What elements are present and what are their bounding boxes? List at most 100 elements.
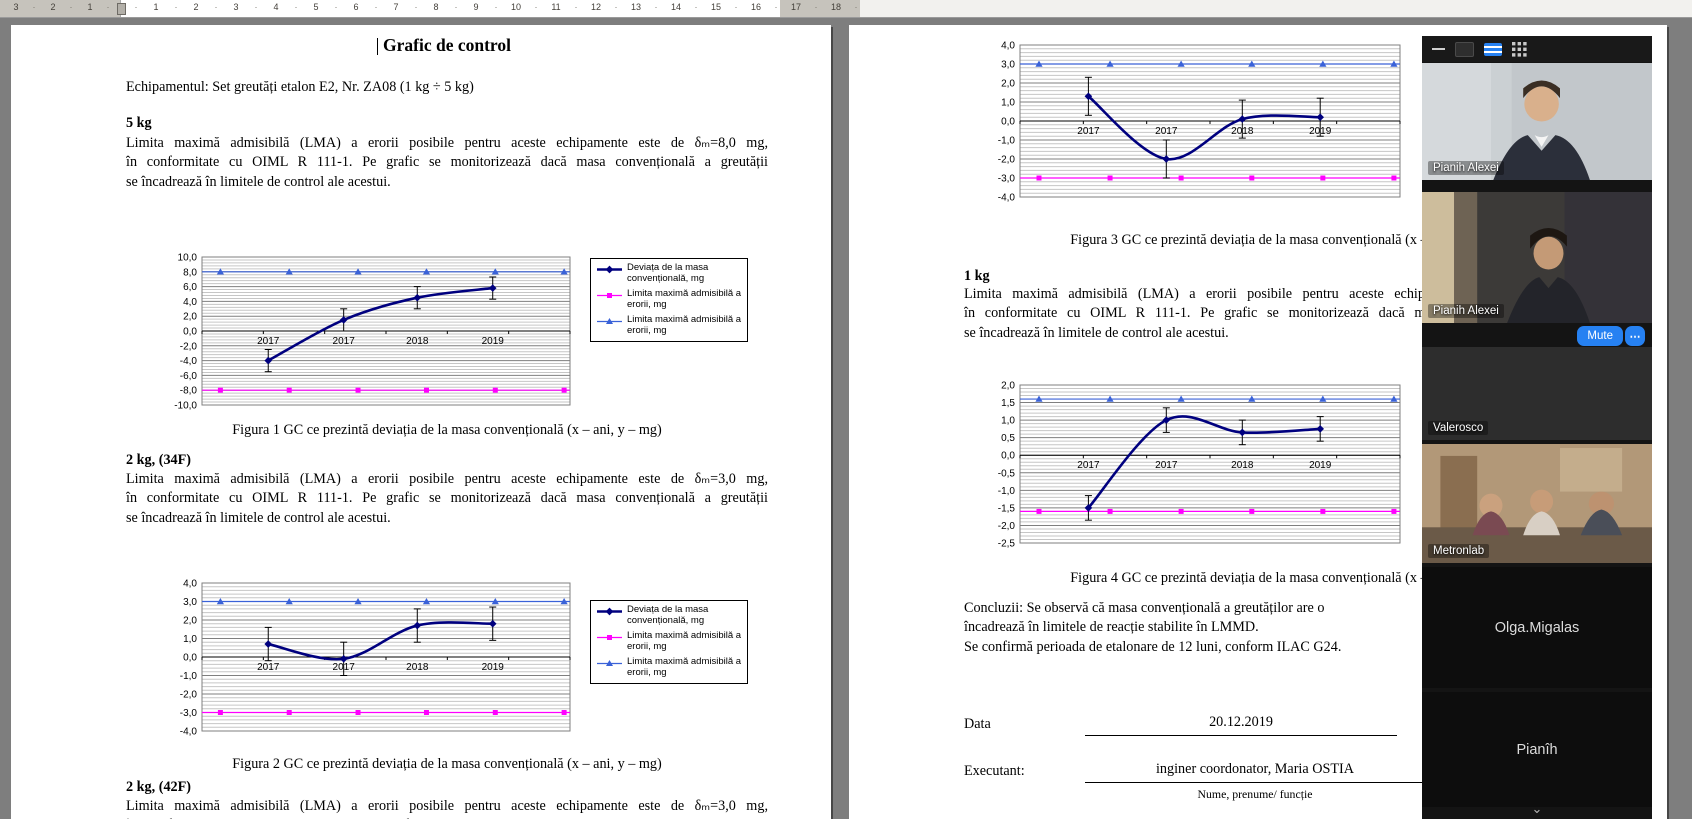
- figure-3-caption[interactable]: Figura 3 GC ce prezintă deviația de la m…: [1070, 232, 1500, 248]
- svg-text:-0,5: -0,5: [998, 468, 1016, 479]
- date-underline: 20.12.2019: [1085, 713, 1397, 736]
- executant-row[interactable]: Executant: inginer coordonator, Maria OS…: [964, 761, 1606, 786]
- svg-text:1,0: 1,0: [183, 634, 197, 645]
- svg-text:2018: 2018: [406, 662, 429, 673]
- svg-text:2,0: 2,0: [1001, 79, 1015, 90]
- svg-text:2017: 2017: [257, 336, 280, 347]
- minimize-icon[interactable]: [1432, 48, 1445, 50]
- svg-text:0,0: 0,0: [183, 327, 197, 338]
- zoom-video-panel: Pianih Alexei Pianih Alexei Mute ⋯ Valer…: [1422, 36, 1652, 819]
- figure-1-caption[interactable]: Figura 1 GC ce prezintă deviația de la m…: [232, 422, 662, 438]
- svg-text:1,5: 1,5: [1001, 398, 1015, 409]
- more-options-button[interactable]: ⋯: [1625, 326, 1645, 346]
- document-page-1[interactable]: Grafic de control Echipamentul: Set greu…: [11, 25, 831, 819]
- video-tile-participant-5[interactable]: Olga.Migalas: [1422, 567, 1652, 688]
- legend-symbol: [597, 634, 622, 640]
- ruler-tick: ·: [254, 2, 258, 12]
- gallery-view-icon[interactable]: [1484, 42, 1502, 56]
- ruler-tick: ·: [174, 2, 178, 12]
- legend-label: Deviața de la masa convențională, mg: [627, 262, 709, 284]
- paragraph-5kg[interactable]: Limita maximă admisibilă (LMA) a erorii …: [126, 135, 768, 190]
- svg-text:-1,0: -1,0: [998, 486, 1016, 497]
- legend-item: Limita maximă admisibilă a erorii, mg: [596, 629, 742, 653]
- control-chart-figure-4[interactable]: -2,5 -2,0 -1,5 -1,0 -0,5 0,0 0,5 1,0 1,5 2,0 2017 2…: [972, 377, 1406, 551]
- ruler-tick: ·: [814, 2, 818, 12]
- svg-text:6,0: 6,0: [183, 282, 197, 293]
- ruler-tick: ·: [654, 2, 658, 12]
- legend-symbol: [597, 317, 622, 324]
- ruler-number: 9: [473, 2, 479, 12]
- horizontal-ruler[interactable]: 3 · 2 · 1 · · 1 · 2 · 3 · 4 · 5 · 6 · 7 · 8 · 9 · 10 · 11 · 12 · 13 · 14 ·…: [0, 0, 1692, 18]
- equipment-line[interactable]: Echipamentul: Set greutăți etalon E2, Nr…: [126, 79, 474, 95]
- section-heading-5kg[interactable]: 5 kg: [126, 115, 152, 131]
- figure-2-caption[interactable]: Figura 2 GC ce prezintă deviația de la m…: [232, 756, 662, 772]
- participant-video-frame: [1422, 444, 1652, 563]
- ruler-number: 1: [153, 2, 159, 12]
- grid-view-icon[interactable]: [1512, 41, 1527, 57]
- svg-text:3,0: 3,0: [183, 597, 197, 608]
- video-tile-participant-3[interactable]: Valerosco: [1422, 347, 1652, 440]
- chart-legend[interactable]: Deviața de la masa convențională, mg Limi…: [590, 258, 748, 342]
- svg-text:0,5: 0,5: [1001, 433, 1015, 444]
- ruler-tick: ·: [334, 2, 338, 12]
- legend-symbol: [597, 659, 622, 666]
- indent-marker[interactable]: [117, 3, 126, 15]
- svg-text:2,0: 2,0: [183, 616, 197, 627]
- speaker-view-icon[interactable]: [1455, 41, 1474, 57]
- video-tile-participant-4[interactable]: Metronlab: [1422, 444, 1652, 563]
- participant-name: Pianih Alexei: [1428, 304, 1504, 318]
- section-heading-2kg34[interactable]: 2 kg, (34F): [126, 452, 192, 468]
- mute-button[interactable]: Mute: [1577, 326, 1623, 346]
- ruler-tick: ·: [414, 2, 418, 12]
- section-heading-1kg[interactable]: 1 kg: [964, 268, 990, 284]
- figure-4-caption[interactable]: Figura 4 GC ce prezintă deviația de la m…: [1070, 570, 1500, 586]
- svg-text:1,0: 1,0: [1001, 98, 1015, 109]
- ruler-number: 4: [273, 2, 279, 12]
- svg-text:3,0: 3,0: [1001, 60, 1015, 71]
- ruler-tick: ·: [614, 2, 618, 12]
- ruler-number: 8: [433, 2, 439, 12]
- svg-text:0,0: 0,0: [1001, 451, 1015, 462]
- ruler-tick: ·: [734, 2, 738, 12]
- paragraph-2kg34[interactable]: Limita maximă admisibilă (LMA) a erorii …: [126, 471, 768, 526]
- ruler-number: 2: [193, 2, 199, 12]
- legend-label: Limita maximă admisibilă a erorii, mg: [627, 629, 742, 652]
- svg-text:-4,0: -4,0: [180, 727, 198, 738]
- svg-text:2017: 2017: [1155, 460, 1178, 471]
- ruler-number: 3: [233, 2, 239, 12]
- svg-text:0,0: 0,0: [183, 653, 197, 664]
- section-heading-2kg42[interactable]: 2 kg, (42F): [126, 779, 192, 795]
- executant-caption: Nume, prenume/ funcție: [1197, 787, 1313, 801]
- date-row[interactable]: Data 20.12.2019: [964, 713, 1606, 739]
- svg-text:-2,0: -2,0: [180, 341, 198, 352]
- video-tile-participant-6[interactable]: Pianîh: [1422, 692, 1652, 807]
- svg-text:2019: 2019: [482, 662, 505, 673]
- ruler-number: 11: [551, 2, 561, 12]
- video-tile-participant-1[interactable]: Pianih Alexei: [1422, 63, 1652, 180]
- svg-text:2,0: 2,0: [183, 312, 197, 323]
- ruler-tick: ·: [214, 2, 218, 12]
- svg-text:2019: 2019: [1309, 460, 1332, 471]
- svg-text:4,0: 4,0: [183, 579, 197, 590]
- control-chart-figure-1[interactable]: -10,0 -8,0 -6,0 -4,0 -2,0 0,0 2,0 4,0 6,0 8,0 10,0…: [154, 249, 576, 413]
- svg-text:-2,0: -2,0: [998, 521, 1016, 532]
- conclusions-paragraph[interactable]: Concluzii: Se observă că masa convențion…: [964, 600, 1342, 655]
- executant-value: inginer coordonator, Maria OSTIA: [1155, 761, 1354, 777]
- collapse-chevron-icon[interactable]: ⌄: [1531, 801, 1543, 816]
- ruler-tick: ·: [694, 2, 698, 12]
- svg-text:8,0: 8,0: [183, 267, 197, 278]
- document-title[interactable]: Grafic de control: [383, 35, 511, 55]
- svg-text:1,0: 1,0: [1001, 416, 1015, 427]
- chart-legend[interactable]: Deviața de la masa convențională, mg Limi…: [590, 600, 748, 684]
- legend-label: Limita maximă admisibilă a erorii, mg: [627, 655, 742, 678]
- executant-label: Executant:: [964, 763, 1025, 779]
- video-tile-participant-2-active[interactable]: Pianih Alexei: [1422, 192, 1652, 323]
- legend-item: Limita maximă admisibilă a erorii, mg: [596, 655, 742, 679]
- ruler-number: 7: [393, 2, 399, 12]
- ruler-number: 6: [353, 2, 359, 12]
- svg-text:-10,0: -10,0: [174, 401, 197, 412]
- paragraph-2kg42[interactable]: Limita maximă admisibilă (LMA) a erorii …: [126, 798, 768, 819]
- svg-text:2017: 2017: [1155, 126, 1178, 137]
